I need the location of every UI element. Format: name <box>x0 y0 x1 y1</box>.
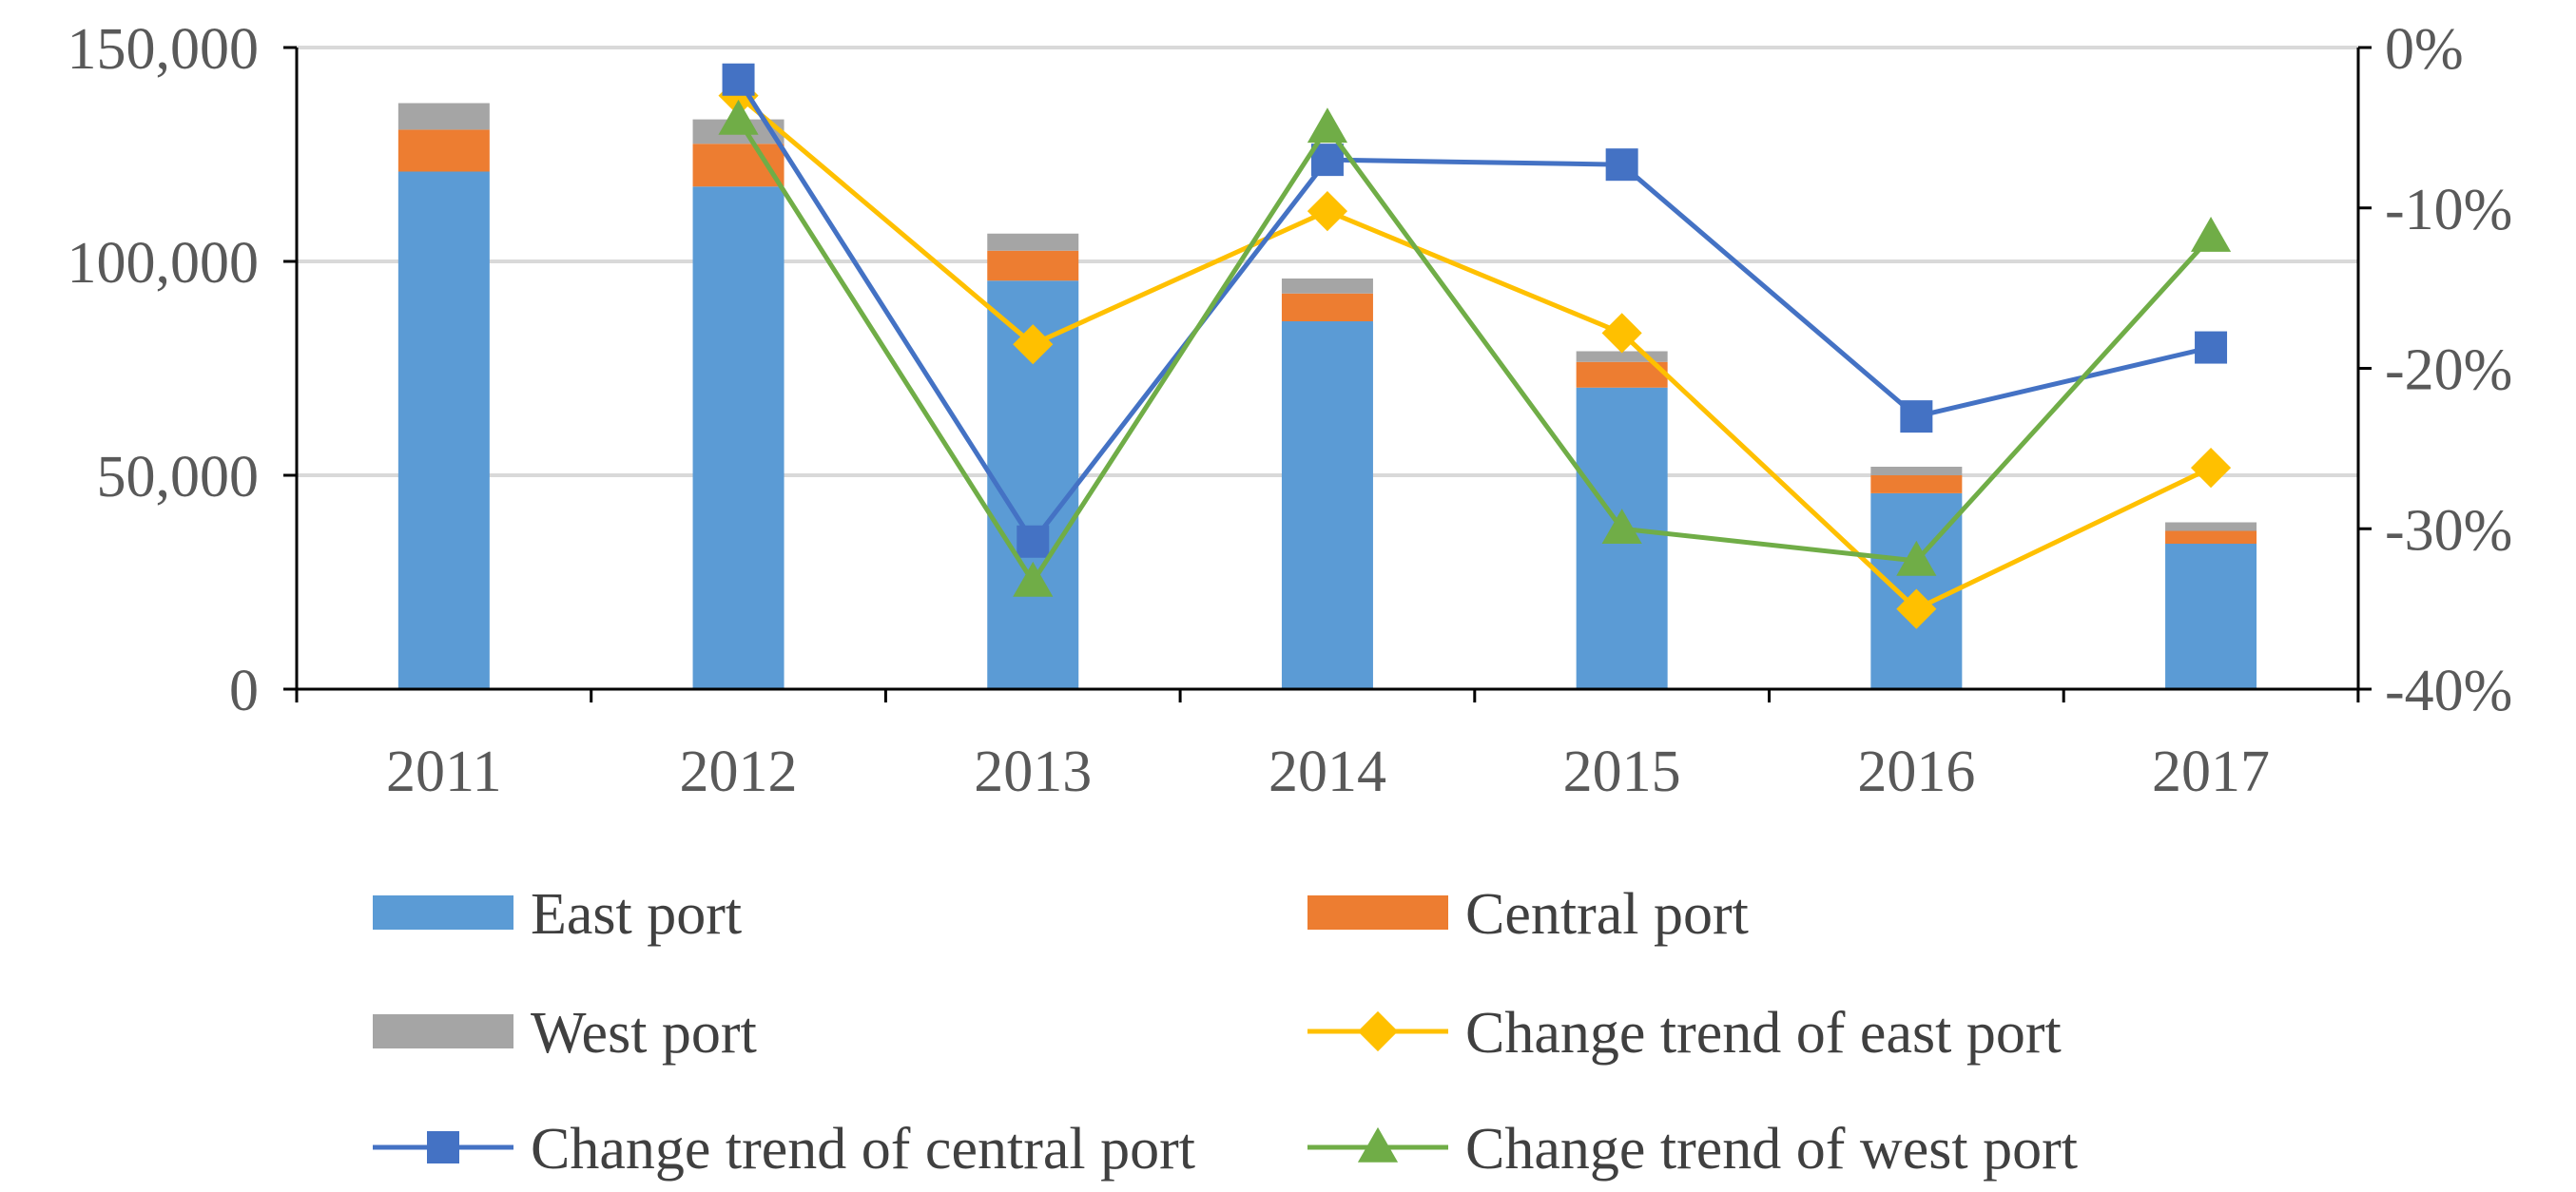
legend-label-east-port: East port <box>531 882 742 947</box>
x-tick-label: 2011 <box>386 740 502 804</box>
point-change-trend-of-east-port-2015 <box>1601 313 1642 354</box>
bar-west-port-2017 <box>2165 522 2257 531</box>
bar-west-port-2014 <box>1281 279 1373 294</box>
x-tick-label: 2012 <box>680 740 798 804</box>
legend-label-change-trend-of-central-port: Change trend of central port <box>531 1117 1195 1182</box>
point-change-trend-of-central-port-2017 <box>2195 331 2228 364</box>
legend-marker-change-trend-of-west-port <box>1357 1126 1399 1163</box>
point-change-trend-of-west-port-2017 <box>2190 217 2232 252</box>
legend-label-change-trend-of-east-port: Change trend of east port <box>1465 1001 2062 1066</box>
point-change-trend-of-east-port-2014 <box>1307 191 1348 232</box>
y-left-tick-label: 150,000 <box>68 17 260 82</box>
y-left-tick-label: 50,000 <box>97 445 260 509</box>
line-change-trend-of-central-port <box>736 78 2212 545</box>
y-left-tick-label: 100,000 <box>68 231 260 296</box>
point-change-trend-of-central-port-2012 <box>722 63 755 96</box>
point-change-trend-of-central-port-2014 <box>1310 144 1344 177</box>
y-right-tick-label: -20% <box>2385 338 2512 403</box>
tick-labels: 0 50,000 100,000 150,000 -40% -30% -20% -10% 0% 2… <box>68 17 2513 804</box>
point-change-trend-of-east-port-2016 <box>1896 588 1937 629</box>
bar-west-port-2015 <box>1576 351 1668 362</box>
y-right-tick-label: 0% <box>2385 17 2464 82</box>
line-change-trend-of-west-port <box>736 118 2213 585</box>
legend-swatch-central-port <box>1307 895 1448 930</box>
bar-east-port-2017 <box>2165 544 2257 689</box>
bar-central-port-2015 <box>1576 361 1668 388</box>
x-tick-label: 2014 <box>1269 740 1386 804</box>
point-change-trend-of-central-port-2013 <box>1017 525 1050 558</box>
bar-west-port-2011 <box>397 103 490 130</box>
bar-east-port-2014 <box>1281 321 1373 689</box>
point-change-trend-of-west-port-2015 <box>1601 509 1642 545</box>
trend-lines <box>718 63 2232 629</box>
point-change-trend-of-central-port-2015 <box>1605 148 1638 182</box>
legend-swatch-west-port <box>373 1014 513 1048</box>
y-right-tick-label: -30% <box>2385 498 2512 563</box>
legend: East port Central port West port Change tre… <box>373 882 2078 1182</box>
bar-central-port-2012 <box>692 144 784 187</box>
bars <box>397 103 2257 689</box>
point-change-trend-of-west-port-2014 <box>1307 107 1348 144</box>
legend-label-central-port: Central port <box>1465 882 1749 947</box>
line-change-trend-of-east-port <box>736 93 2213 612</box>
x-tick-label: 2017 <box>2152 740 2270 804</box>
point-change-trend-of-west-port-2013 <box>1013 561 1054 597</box>
bar-central-port-2013 <box>987 250 1079 281</box>
bar-west-port-2013 <box>987 233 1079 251</box>
bar-east-port-2011 <box>397 171 490 689</box>
bar-west-port-2016 <box>1870 467 1963 475</box>
x-tick-label: 2015 <box>1563 740 1681 804</box>
bar-central-port-2017 <box>2165 530 2257 544</box>
legend-marker-change-trend-of-east-port <box>1357 1010 1399 1052</box>
y-right-tick-label: -10% <box>2385 178 2512 242</box>
axes <box>283 46 2372 702</box>
point-change-trend-of-east-port-2013 <box>1013 324 1054 365</box>
point-change-trend-of-east-port-2017 <box>2190 448 2232 489</box>
x-tick-label: 2016 <box>1857 740 1975 804</box>
x-tick-label: 2013 <box>974 740 1092 804</box>
point-change-trend-of-west-port-2012 <box>718 99 759 135</box>
point-change-trend-of-central-port-2016 <box>1900 400 1933 433</box>
legend-marker-change-trend-of-central-port <box>427 1131 459 1163</box>
bar-east-port-2012 <box>692 186 784 689</box>
y-left-tick-label: 0 <box>229 659 259 723</box>
bar-central-port-2016 <box>1870 475 1963 493</box>
legend-label-change-trend-of-west-port: Change trend of west port <box>1465 1117 2078 1182</box>
point-change-trend-of-west-port-2016 <box>1896 540 1937 576</box>
bar-central-port-2014 <box>1281 293 1373 321</box>
legend-swatch-east-port <box>373 895 513 930</box>
bar-central-port-2011 <box>397 129 490 172</box>
legend-label-west-port: West port <box>531 1001 757 1066</box>
y-right-tick-label: -40% <box>2385 659 2512 723</box>
